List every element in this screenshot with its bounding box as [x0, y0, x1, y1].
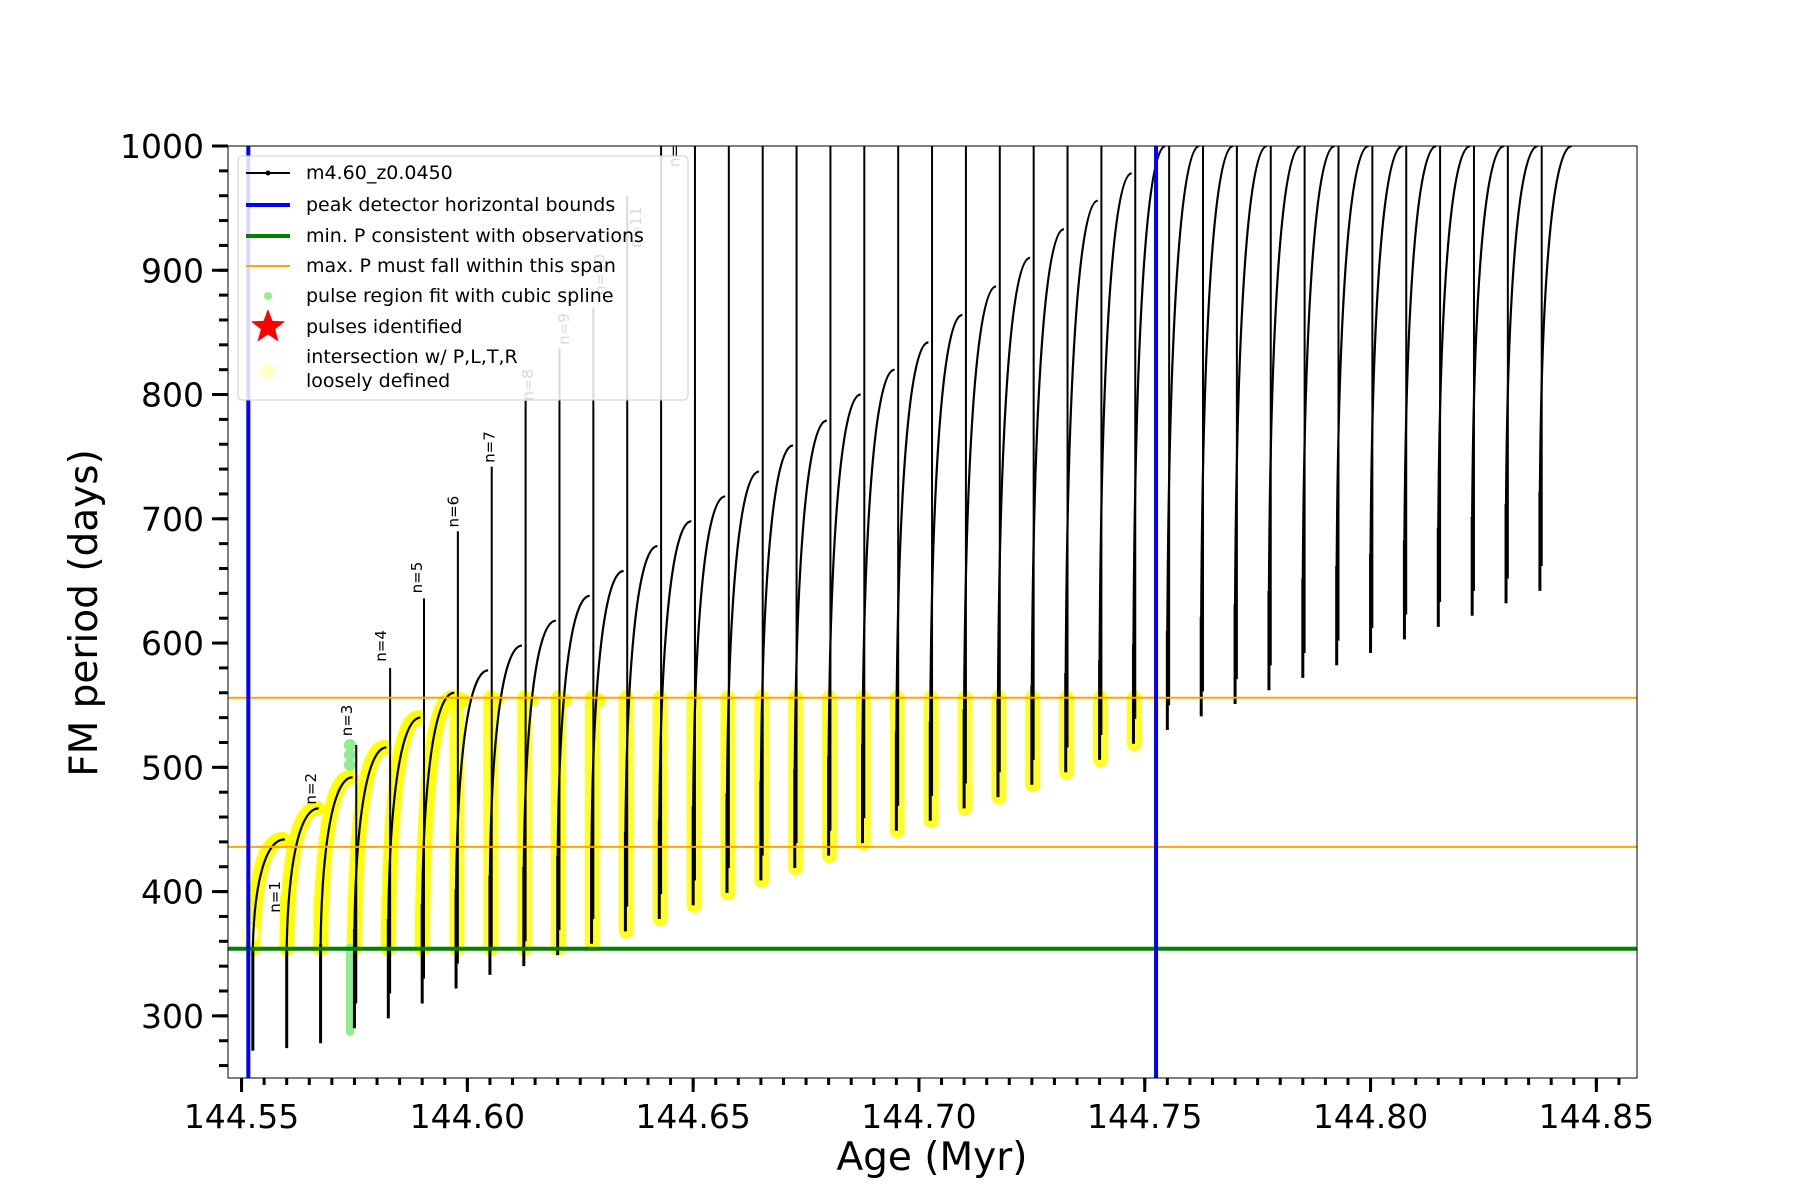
x-tick-label: 144.75 [1087, 1097, 1202, 1136]
spline-fit-point [343, 738, 356, 751]
pulse-label: n=2 [302, 773, 320, 805]
legend-marker-dot [265, 170, 271, 176]
legend-label: intersection w/ P,L,T,R [306, 346, 518, 368]
pulse-label: n=3 [338, 705, 356, 737]
y-tick-label: 800 [141, 376, 204, 415]
x-tick-label: 144.55 [184, 1097, 299, 1136]
pulse-label: n=6 [444, 496, 462, 528]
axes: 144.55 144.60 144.65 144.70 144.75 144.80 144.… [120, 127, 1654, 1136]
x-tick-label: 144.80 [1313, 1097, 1428, 1136]
legend-marker-dot [264, 292, 272, 300]
plot-area: n=1n=2n=3n=4n=5n=6n=7n=8n=9n=10n=11n=12 [228, 146, 1637, 1078]
pulse-label: n=1 [266, 881, 284, 913]
reference-lines [228, 146, 1637, 1078]
y-tick-label: 400 [141, 873, 204, 912]
y-tick-label: 700 [141, 500, 204, 539]
legend-label: pulses identified [306, 316, 462, 338]
spline-fit-point [343, 748, 356, 761]
legend-star-icon [250, 309, 286, 342]
plot-frame [227, 145, 1638, 1079]
x-tick-label: 144.85 [1539, 1097, 1654, 1136]
y-tick-label: 1000 [120, 127, 204, 166]
y-axis-label: FM period (days) [62, 449, 107, 777]
evolution-track [251, 146, 1573, 1051]
y-tick-label: 300 [141, 997, 204, 1036]
legend-label: max. P must fall within this span [306, 255, 616, 277]
pulse-label: n=7 [480, 431, 498, 463]
x-axis-label: Age (Myr) [836, 1135, 1027, 1180]
pulse-curve [285, 807, 319, 948]
pulse-label: n=4 [372, 630, 390, 662]
pulse-curve [251, 838, 286, 948]
pulse-curve [319, 776, 353, 944]
spline-fit-point [343, 758, 356, 771]
legend-label: loosely defined [306, 370, 450, 392]
legend-frame [237, 155, 689, 401]
legend-marker-circle [260, 364, 276, 380]
y-tick-label: 500 [141, 748, 204, 787]
pulse-label: n=5 [408, 562, 426, 594]
x-tick-label: 144.65 [635, 1097, 750, 1136]
legend-label: peak detector horizontal bounds [306, 194, 615, 216]
legend-label: pulse region fit with cubic spline [306, 285, 614, 307]
spline-fit-region [343, 738, 356, 1037]
x-tick-label: 144.60 [410, 1097, 525, 1136]
x-tick-label: 144.70 [861, 1097, 976, 1136]
y-tick-label: 900 [141, 251, 204, 290]
y-tick-label: 600 [141, 624, 204, 663]
legend-label: m4.60_z0.0450 [306, 162, 453, 184]
legend-label: min. P consistent with observations [306, 225, 644, 247]
